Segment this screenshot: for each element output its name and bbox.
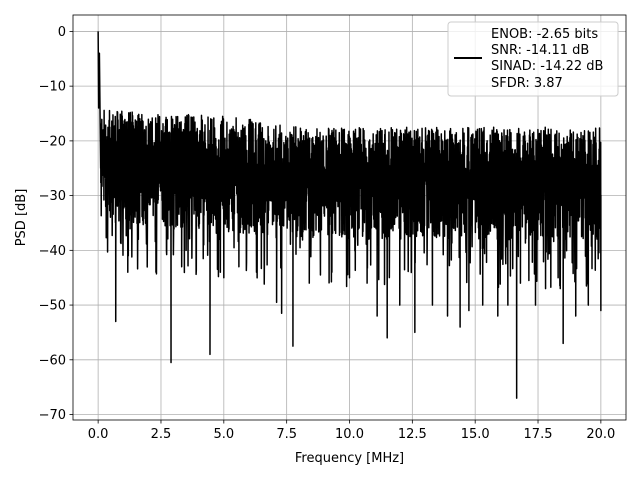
y-tick-label: −10	[39, 80, 66, 95]
y-tick-label: −20	[39, 134, 66, 149]
legend-sfdr: SFDR: 3.87	[491, 76, 563, 91]
series-psd	[97, 31, 602, 399]
psd-line	[97, 31, 602, 399]
legend-enob: ENOB: -2.65 bits	[491, 27, 598, 42]
x-axis-label: Frequency [MHz]	[295, 451, 404, 466]
legend-box	[447, 21, 619, 97]
x-tick-label: 7.5	[276, 427, 297, 442]
legend: ENOB: -2.65 bits SNR: -14.11 dB SINAD: -…	[447, 21, 619, 97]
x-axis: 0.0 2.5 5.0 7.5 10.0 12.5 15.0 17.5 20.0	[88, 420, 615, 442]
y-tick-label: −70	[39, 408, 66, 423]
x-tick-label: 15.0	[461, 427, 490, 442]
x-tick-label: 17.5	[524, 427, 553, 442]
x-tick-label: 12.5	[398, 427, 427, 442]
x-tick-label: 2.5	[151, 427, 172, 442]
y-tick-label: −60	[39, 353, 66, 368]
x-tick-label: 5.0	[213, 427, 234, 442]
x-tick-label: 10.0	[335, 427, 364, 442]
y-axis: 0 −10 −20 −30 −40 −50 −60 −70	[39, 25, 73, 423]
y-tick-label: 0	[58, 25, 66, 40]
y-tick-label: −50	[39, 299, 66, 314]
legend-snr: SNR: -14.11 dB	[491, 43, 589, 58]
y-tick-label: −40	[39, 244, 66, 259]
legend-sinad: SINAD: -14.22 dB	[491, 59, 603, 74]
x-tick-label: 0.0	[88, 427, 109, 442]
y-tick-label: −30	[39, 189, 66, 204]
plot-area	[97, 31, 602, 399]
x-tick-label: 20.0	[586, 427, 615, 442]
y-axis-label: PSD [dB]	[14, 189, 29, 247]
